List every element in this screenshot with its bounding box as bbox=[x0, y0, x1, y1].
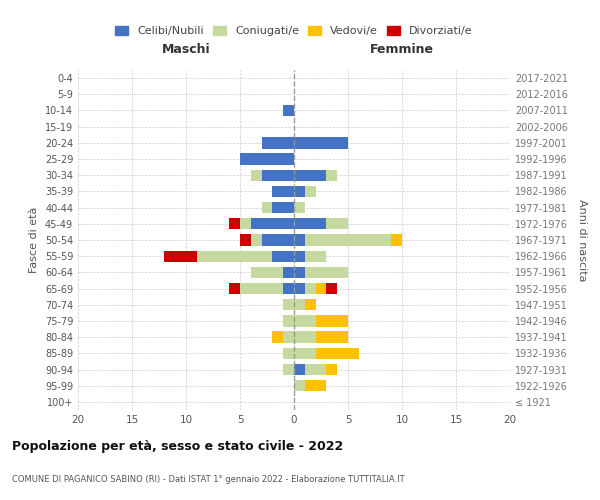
Legend: Celibi/Nubili, Coniugati/e, Vedovi/e, Divorziati/e: Celibi/Nubili, Coniugati/e, Vedovi/e, Di… bbox=[111, 21, 477, 40]
Y-axis label: Fasce di età: Fasce di età bbox=[29, 207, 39, 273]
Bar bbox=[197, 250, 272, 262]
Bar bbox=[305, 266, 348, 278]
Bar bbox=[283, 364, 294, 375]
Y-axis label: Anni di nascita: Anni di nascita bbox=[577, 198, 587, 281]
Bar bbox=[251, 234, 262, 246]
Bar bbox=[316, 283, 326, 294]
Bar bbox=[305, 299, 316, 310]
Bar bbox=[326, 218, 348, 230]
Bar bbox=[326, 283, 337, 294]
Bar bbox=[294, 250, 305, 262]
Bar bbox=[294, 299, 305, 310]
Bar bbox=[240, 154, 294, 164]
Bar bbox=[305, 186, 316, 197]
Bar bbox=[262, 137, 294, 148]
Bar bbox=[251, 218, 294, 230]
Bar bbox=[294, 218, 326, 230]
Bar bbox=[294, 202, 305, 213]
Bar bbox=[294, 170, 326, 181]
Text: Popolazione per età, sesso e stato civile - 2022: Popolazione per età, sesso e stato civil… bbox=[12, 440, 343, 453]
Bar bbox=[294, 348, 316, 359]
Bar bbox=[272, 186, 294, 197]
Bar bbox=[240, 218, 251, 230]
Bar bbox=[294, 283, 305, 294]
Bar bbox=[283, 332, 294, 343]
Bar bbox=[262, 202, 272, 213]
Bar bbox=[240, 283, 283, 294]
Bar bbox=[164, 250, 197, 262]
Text: Maschi: Maschi bbox=[161, 44, 211, 57]
Bar bbox=[283, 316, 294, 326]
Bar bbox=[305, 380, 326, 392]
Bar bbox=[262, 170, 294, 181]
Bar bbox=[305, 250, 326, 262]
Bar bbox=[316, 332, 348, 343]
Bar bbox=[272, 250, 294, 262]
Bar bbox=[294, 266, 305, 278]
Bar bbox=[283, 105, 294, 116]
Bar bbox=[305, 234, 391, 246]
Bar bbox=[294, 186, 305, 197]
Bar bbox=[262, 234, 294, 246]
Bar bbox=[272, 202, 294, 213]
Bar bbox=[294, 234, 305, 246]
Bar bbox=[283, 348, 294, 359]
Bar bbox=[229, 283, 240, 294]
Bar bbox=[294, 316, 316, 326]
Bar bbox=[316, 316, 348, 326]
Text: COMUNE DI PAGANICO SABINO (RI) - Dati ISTAT 1° gennaio 2022 - Elaborazione TUTTI: COMUNE DI PAGANICO SABINO (RI) - Dati IS… bbox=[12, 475, 404, 484]
Bar bbox=[305, 283, 316, 294]
Bar bbox=[326, 170, 337, 181]
Bar bbox=[251, 266, 283, 278]
Bar bbox=[283, 266, 294, 278]
Text: Femmine: Femmine bbox=[370, 44, 434, 57]
Bar bbox=[229, 218, 240, 230]
Bar bbox=[326, 364, 337, 375]
Bar bbox=[240, 234, 251, 246]
Bar bbox=[294, 332, 316, 343]
Bar bbox=[316, 348, 359, 359]
Bar bbox=[283, 283, 294, 294]
Bar bbox=[294, 380, 305, 392]
Bar bbox=[294, 364, 305, 375]
Bar bbox=[272, 332, 283, 343]
Bar bbox=[294, 137, 348, 148]
Bar bbox=[283, 299, 294, 310]
Bar bbox=[391, 234, 402, 246]
Bar bbox=[305, 364, 326, 375]
Bar bbox=[251, 170, 262, 181]
